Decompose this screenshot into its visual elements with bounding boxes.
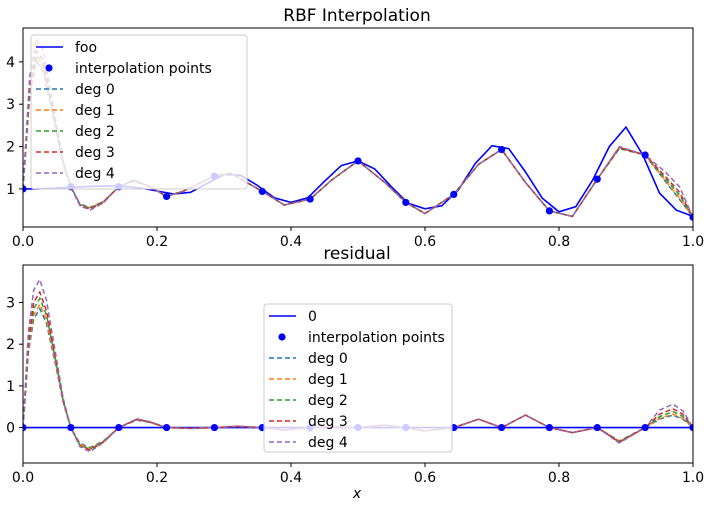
legend-label: deg 3 <box>308 414 348 430</box>
chart-title: residual <box>323 244 390 264</box>
axes-frame <box>22 264 694 464</box>
legend-marker <box>45 64 53 72</box>
legend-label: deg 2 <box>75 124 115 140</box>
interpolation-point <box>115 423 123 432</box>
x-tick-label: 0.6 <box>414 234 436 250</box>
y-tick-label: 2 <box>6 140 15 156</box>
interpolation-point <box>545 207 554 215</box>
legend-marker <box>278 333 286 341</box>
interpolation-point <box>354 157 362 165</box>
panel-residual: residual x 0.0 0.2 0.4 0.6 0.8 1.0 0 1 2 3 0 interp… <box>6 244 704 502</box>
legend-label: deg 4 <box>308 435 348 451</box>
interpolation-point <box>450 190 458 198</box>
x-tick-label: 0.0 <box>12 470 34 486</box>
x-tick-label: 0.6 <box>414 470 436 486</box>
interpolation-point <box>593 175 601 183</box>
y-tick-label: 3 <box>6 97 15 113</box>
interpolation-point <box>497 145 506 154</box>
interpolation-point <box>162 192 171 201</box>
interpolation-point <box>23 185 27 193</box>
legend: 0 interpolation points deg 0 deg 1 deg 2 deg … <box>263 303 453 453</box>
x-tick-label: 0.8 <box>548 470 570 486</box>
interpolation-point <box>689 423 693 432</box>
interpolation-point <box>593 423 601 432</box>
x-tick-label: 0.8 <box>548 234 570 250</box>
x-tick-label: 0.2 <box>146 234 168 250</box>
y-tick-label: 4 <box>6 55 15 71</box>
x-tick-label: 0.0 <box>12 234 34 250</box>
interpolation-point <box>23 423 27 432</box>
y-tick-label: 0 <box>6 421 15 437</box>
interpolation-point <box>162 423 171 432</box>
legend-label: deg 2 <box>308 393 348 409</box>
x-tick-label: 0.2 <box>146 470 168 486</box>
legend-label: interpolation points <box>308 330 445 346</box>
interpolation-point <box>641 423 649 432</box>
x-tick-label: 0.4 <box>280 234 302 250</box>
x-tick-label: 1.0 <box>682 234 704 250</box>
chart-title: RBF Interpolation <box>283 6 430 26</box>
legend-label: 0 <box>308 309 317 325</box>
y-tick-label: 2 <box>6 337 15 353</box>
panel-rbf-interpolation: RBF Interpolation 0.0 0.2 0.4 0.6 0.8 1.0 1 2 3 4… <box>6 6 704 250</box>
legend-label: deg 3 <box>75 145 115 161</box>
x-axis-label: x <box>352 486 362 502</box>
legend-label: deg 0 <box>308 351 348 367</box>
interpolation-point <box>689 213 693 221</box>
y-tick-label: 3 <box>6 296 15 312</box>
legend-box <box>30 34 248 190</box>
interpolation-point <box>545 423 554 432</box>
y-tick-label: 1 <box>6 379 15 395</box>
x-tick-label: 1.0 <box>682 470 704 486</box>
legend-label: deg 0 <box>75 82 115 98</box>
legend: foo interpolation points deg 0 deg 1 deg 2 de… <box>30 34 248 190</box>
legend-label: interpolation points <box>75 61 212 77</box>
legend-label: deg 1 <box>75 103 115 119</box>
legend-label: deg 4 <box>75 166 115 182</box>
interpolation-point <box>258 187 266 196</box>
legend-label: deg 1 <box>308 372 348 388</box>
interpolation-point <box>497 423 506 432</box>
legend-label: foo <box>75 40 97 56</box>
legend-box <box>263 303 453 453</box>
series-line-deg-3 <box>23 49 693 218</box>
interpolation-point <box>641 151 649 159</box>
x-tick-label: 0.4 <box>280 470 302 486</box>
interpolation-point <box>306 195 314 203</box>
interpolation-point <box>67 423 75 432</box>
interpolation-point <box>402 198 410 207</box>
axes-frame <box>22 27 694 228</box>
interpolation-point <box>210 423 219 432</box>
y-tick-label: 1 <box>6 182 15 198</box>
